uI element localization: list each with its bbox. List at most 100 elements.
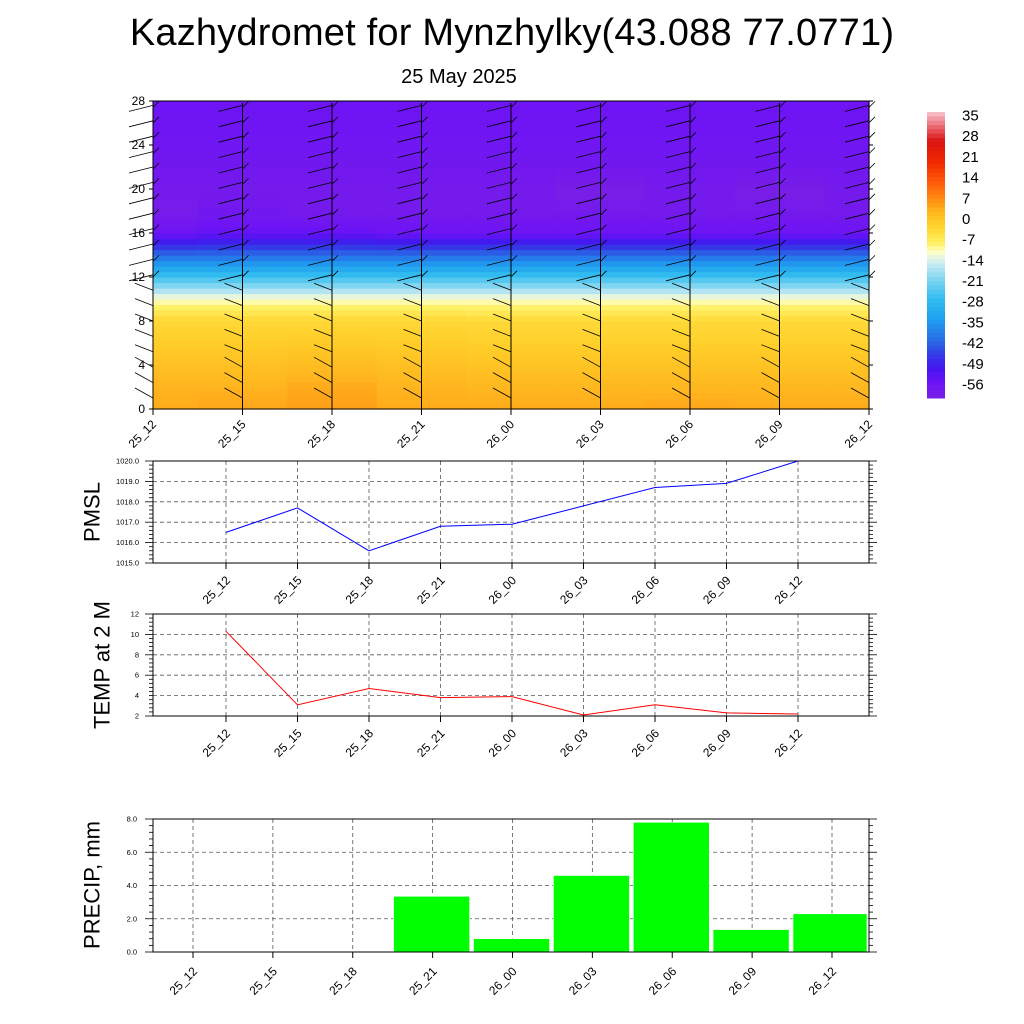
barb-flag: [755, 212, 780, 220]
cross-section-cell: [824, 304, 870, 311]
x-tick-label: 26_12: [772, 726, 806, 760]
barb-flag: [868, 224, 876, 231]
colorbar-label: -14: [962, 252, 984, 269]
barb-flag: [665, 197, 691, 205]
barb-flag: [600, 239, 607, 247]
barb-flag: [671, 313, 691, 322]
cross-section-cell: [824, 183, 870, 190]
cross-section-cell: [153, 134, 199, 141]
cross-section-cell: [153, 271, 199, 278]
y-tick-label: 1015.0: [116, 559, 139, 568]
barb-flag: [850, 282, 870, 291]
barb-flag: [331, 101, 339, 108]
barb-flag: [689, 116, 697, 124]
barb-flag: [331, 116, 339, 124]
colorbar-swatch: [927, 385, 945, 390]
barb-flag: [600, 147, 607, 154]
cross-section-cell: [153, 222, 199, 229]
precip-axis-label: PRECIP, mm: [80, 821, 105, 949]
cross-section-cell: [153, 376, 199, 383]
colorbar-swatch: [927, 285, 945, 291]
barb-flag: [307, 120, 333, 128]
colorbar-label: -42: [962, 335, 984, 352]
colorbar-swatch: [927, 242, 945, 247]
barb-flag: [844, 182, 870, 189]
cross-section-cell: [153, 282, 199, 289]
barb-flag: [689, 270, 697, 278]
cross-section-cell: [153, 189, 199, 196]
barb-flag: [582, 313, 601, 322]
barb-flag: [486, 259, 512, 266]
cross-section-cell: [824, 145, 870, 152]
barb-flag: [779, 101, 786, 108]
cross-section-x-ticks: 25_12 25_15 25_18 25_21 26_00 26_03 26_06 26_09…: [126, 409, 875, 451]
y-tick-label: 8.0: [127, 815, 137, 824]
cross-section-cell: [153, 216, 199, 223]
barb-flag: [576, 274, 601, 282]
cross-section-cell: [824, 227, 870, 234]
colorbar-swatch: [927, 229, 945, 234]
x-tick-label: 26_06: [629, 573, 663, 607]
colorbar-swatch: [927, 151, 945, 156]
x-tick-label: 25_21: [414, 726, 448, 760]
y-tick-label: 2.0: [127, 914, 137, 923]
temp-frame: [152, 613, 870, 717]
barb-flag: [397, 105, 422, 112]
x-tick-label: 26_12: [806, 964, 840, 998]
barb-flag: [755, 197, 780, 205]
cross-section-cell: [153, 205, 199, 212]
barb-flag: [331, 178, 339, 185]
barb-flag: [576, 182, 601, 189]
barb-flag: [761, 356, 780, 368]
barb-flag: [242, 178, 249, 185]
barb-flag: [868, 147, 876, 154]
barb-flag: [868, 116, 876, 124]
barb-flag: [761, 372, 780, 383]
barb-flag: [492, 313, 512, 322]
barb-flag: [313, 282, 333, 291]
temp-x-ticks: 25_12 25_15 25_18 25_21 26_00 26_03 26_06 26_09…: [200, 716, 806, 760]
cross-section-cell: [824, 376, 870, 383]
barb-flag: [761, 282, 780, 291]
x-tick-label: 26_06: [663, 417, 697, 451]
barb-flag: [134, 313, 154, 322]
cross-section-cell: [824, 260, 870, 267]
colorbar-swatch: [927, 216, 945, 221]
barb-flag: [307, 151, 333, 158]
barb-flag: [600, 101, 607, 108]
x-tick-label: 26_00: [484, 417, 518, 451]
colorbar-label: 7: [962, 190, 970, 207]
colorbar-swatches: [927, 112, 945, 399]
cross-section-cell: [824, 370, 870, 377]
colorbar-swatch: [927, 302, 945, 308]
x-tick-label: 26_06: [646, 964, 680, 998]
barb-flag: [218, 259, 243, 266]
cross-section-cell: [824, 167, 870, 174]
barb-flag: [403, 372, 422, 383]
barb-flag: [307, 259, 333, 266]
colorbar-swatch: [927, 320, 945, 325]
cross-section-cell: [153, 387, 199, 394]
barb-flag: [510, 131, 518, 139]
barb-flag: [671, 356, 691, 368]
barb-flag: [850, 313, 870, 322]
barb-flag: [868, 270, 876, 278]
cross-section-cell: [153, 244, 199, 251]
cross-section-cell: [824, 244, 870, 251]
cross-section-cell: [824, 172, 870, 179]
barb-flag: [755, 166, 780, 174]
barb-flag: [421, 224, 428, 231]
barb-flag: [218, 166, 243, 174]
barb-flag: [218, 151, 243, 158]
barb-flag: [665, 228, 691, 235]
barb-flag: [331, 208, 339, 216]
colorbar-swatch: [927, 172, 945, 178]
barb-flag: [152, 224, 160, 231]
colorbar-swatch: [927, 129, 945, 135]
barb-flag: [313, 372, 333, 383]
y-tick-label: 1016.0: [116, 538, 139, 547]
precip-bar: [712, 929, 790, 953]
chart-subtitle: 25 May 2025: [401, 66, 517, 88]
y-tick-label: 24: [132, 138, 146, 152]
